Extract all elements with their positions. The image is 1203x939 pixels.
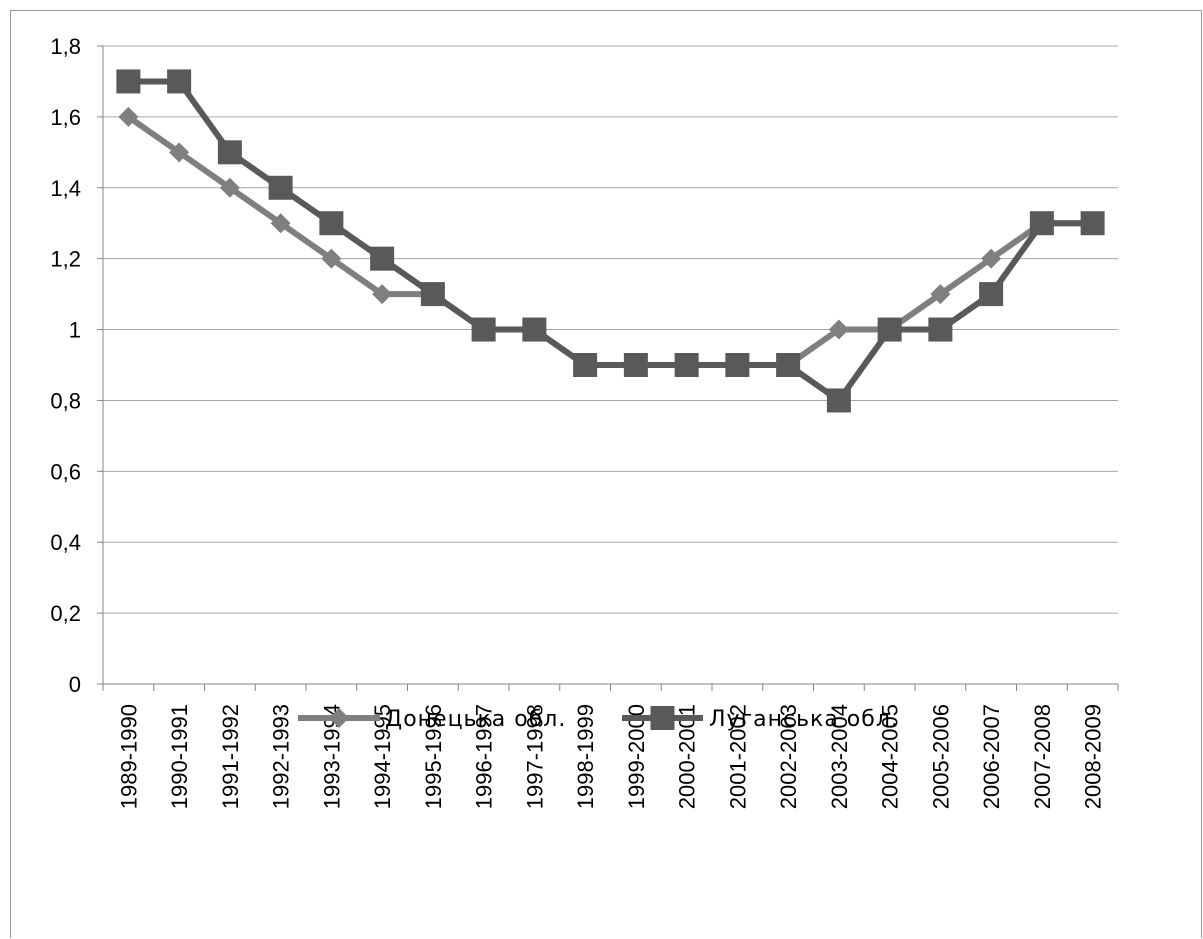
square-marker bbox=[776, 353, 801, 377]
series-2 bbox=[116, 69, 1105, 413]
x-tick-label: 1996-1997 bbox=[472, 704, 497, 809]
square-marker bbox=[826, 388, 851, 413]
diamond-marker bbox=[930, 284, 951, 305]
y-tick-label: 1,2 bbox=[50, 247, 81, 272]
square-marker bbox=[877, 317, 902, 342]
square-marker bbox=[116, 69, 141, 94]
legend-diamond-marker bbox=[329, 708, 349, 728]
x-tick-label: 2002-2003 bbox=[776, 704, 801, 809]
diamond-marker bbox=[321, 248, 342, 269]
x-tick-label: 1991-1992 bbox=[218, 704, 243, 809]
y-tick-label: 1,6 bbox=[50, 105, 81, 130]
legend: Донецька обл. Луганська обл. bbox=[298, 706, 899, 732]
diamond-marker bbox=[372, 284, 393, 305]
legend-label: Луганська обл. bbox=[709, 707, 899, 732]
series-lines bbox=[116, 69, 1105, 413]
gridlines bbox=[103, 45, 1118, 614]
x-tick-label: 2007-2008 bbox=[1030, 704, 1055, 809]
y-tick-label: 0,8 bbox=[50, 388, 81, 413]
square-marker bbox=[471, 317, 496, 342]
square-marker bbox=[217, 140, 242, 165]
series-line bbox=[128, 78, 1093, 404]
y-tick-label: 0,4 bbox=[50, 530, 81, 555]
y-tick-label: 0,6 bbox=[50, 459, 81, 484]
square-marker bbox=[674, 353, 699, 377]
square-marker bbox=[623, 353, 648, 377]
square-marker bbox=[573, 353, 598, 377]
diamond-marker bbox=[828, 319, 849, 340]
legend-entry: Донецька обл. bbox=[298, 707, 566, 732]
square-marker bbox=[319, 211, 344, 236]
diamond-marker bbox=[981, 248, 1002, 269]
y-tick-label: 1,8 bbox=[50, 34, 81, 59]
x-axis-tick-labels: 1989-1990 1990-1991 1991-1992 1992-1993 1993… bbox=[116, 704, 1105, 809]
x-tick-label: 2008-2009 bbox=[1081, 704, 1106, 809]
square-marker bbox=[979, 282, 1004, 307]
y-axis-tick-labels: 0 0,2 0,4 0,6 0,8 1 1,2 1,4 1,6 1,8 bbox=[50, 34, 81, 697]
x-tick-label: 2005-2006 bbox=[928, 704, 953, 809]
diamond-marker bbox=[169, 142, 190, 163]
x-tick-label: 2003-2004 bbox=[827, 704, 852, 809]
y-tick-label: 0,2 bbox=[50, 601, 81, 626]
square-marker bbox=[370, 246, 395, 271]
diamond-marker bbox=[270, 213, 291, 234]
x-tick-label: 2004-2005 bbox=[878, 704, 903, 809]
x-tick-label: 1990-1991 bbox=[167, 704, 192, 809]
y-tick-label: 1 bbox=[69, 318, 81, 343]
axes bbox=[97, 45, 1119, 691]
x-tick-label: 1995-1996 bbox=[421, 704, 446, 809]
y-tick-label: 1,4 bbox=[50, 176, 81, 201]
diamond-marker bbox=[219, 177, 240, 198]
square-marker bbox=[167, 69, 192, 94]
legend-square-marker bbox=[650, 706, 675, 730]
square-marker bbox=[420, 282, 445, 307]
y-tick-label: 0 bbox=[69, 672, 81, 697]
square-marker bbox=[1080, 211, 1105, 236]
diamond-marker bbox=[118, 106, 139, 127]
series-1 bbox=[118, 106, 1103, 375]
x-tick-label: 1997-1998 bbox=[522, 704, 547, 809]
square-marker bbox=[522, 317, 547, 342]
x-tick-label: 1989-1990 bbox=[116, 704, 141, 809]
x-tick-label: 1992-1993 bbox=[269, 704, 294, 809]
square-marker bbox=[928, 317, 953, 342]
chart-area bbox=[10, 10, 1202, 938]
legend-entry: Луганська обл. bbox=[622, 706, 899, 732]
square-marker bbox=[725, 353, 750, 377]
x-tick-label: 2001-2002 bbox=[725, 704, 750, 809]
x-tick-label: 2000-2001 bbox=[675, 704, 700, 809]
x-tick-label: 1999-2000 bbox=[624, 704, 649, 809]
square-marker bbox=[268, 175, 293, 200]
x-tick-label: 2006-2007 bbox=[979, 704, 1004, 809]
square-marker bbox=[1029, 211, 1054, 236]
legend-label: Донецька обл. bbox=[385, 707, 566, 732]
x-tick-label: 1998-1999 bbox=[573, 704, 598, 809]
x-tick-label: 1994-1995 bbox=[370, 704, 395, 809]
